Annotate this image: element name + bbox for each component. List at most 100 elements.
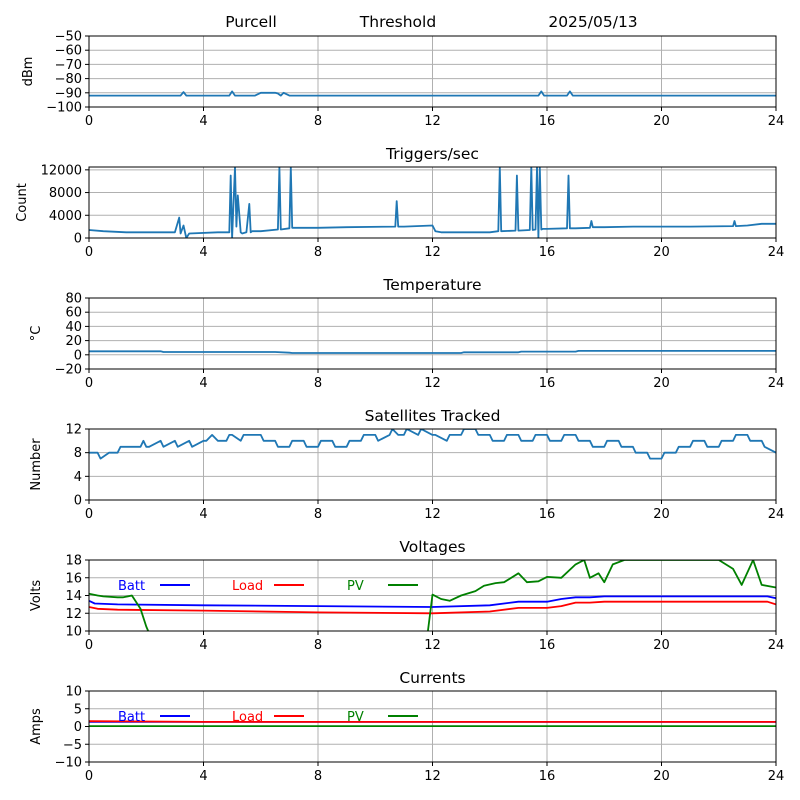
x-tick-label: 16	[539, 114, 556, 129]
x-tick-label: 4	[199, 245, 207, 260]
series-line-0	[89, 167, 776, 238]
panel-title: Satellites Tracked	[365, 407, 501, 425]
y-axis-label: Number	[29, 438, 44, 491]
x-tick-label: 8	[314, 245, 322, 260]
x-tick-label: 8	[314, 507, 322, 522]
x-tick-label: 20	[653, 245, 670, 260]
panel-title: Currents	[399, 669, 465, 687]
x-tick-label: 8	[314, 769, 322, 784]
y-tick-label: 14	[65, 589, 82, 604]
panel-1: 0 4 8 12 16 20 24 0 4000 8000 12000 Count Triggers/s…	[15, 145, 784, 260]
x-tick-label: 24	[768, 245, 785, 260]
header-date: 2025/05/13	[548, 13, 637, 31]
x-tick-label: 0	[85, 638, 93, 653]
y-tick-label: 4	[74, 470, 82, 485]
x-tick-label: 24	[768, 114, 785, 129]
y-tick-label: −100	[46, 101, 82, 116]
x-tick-label: 24	[768, 638, 785, 653]
panel-title: Temperature	[382, 276, 481, 294]
x-tick-label: 4	[199, 507, 207, 522]
legend-label-pv: PV	[347, 710, 364, 725]
y-tick-label: 60	[65, 306, 82, 321]
x-tick-label: 0	[85, 245, 93, 260]
x-tick-label: 12	[424, 769, 441, 784]
legend-label-load: Load	[232, 710, 263, 725]
series-line-0	[89, 90, 776, 97]
x-tick-label: 12	[424, 245, 441, 260]
legend-label-batt: Batt	[118, 710, 145, 725]
x-tick-label: 20	[653, 114, 670, 129]
x-tick-label: 0	[85, 769, 93, 784]
x-tick-label: 4	[199, 376, 207, 391]
x-tick-label: 20	[653, 376, 670, 391]
series-line-0	[89, 349, 776, 354]
y-tick-label: 10	[65, 685, 82, 700]
y-tick-label: 12000	[41, 163, 82, 178]
y-tick-label: 16	[65, 571, 82, 586]
x-tick-label: 0	[85, 114, 93, 129]
y-tick-label: 8000	[49, 186, 82, 201]
panel-4: 0 4 8 12 16 20 24 10 12 14 16 18 Volts Voltages Batt Lo…	[29, 538, 784, 653]
x-tick-label: 24	[768, 376, 785, 391]
y-tick-label: 12	[65, 607, 82, 622]
y-tick-label: 80	[65, 292, 82, 307]
y-tick-label: 40	[65, 320, 82, 335]
y-tick-label: 18	[65, 554, 82, 569]
y-tick-label: 20	[65, 334, 82, 349]
y-tick-label: 12	[65, 423, 82, 438]
x-tick-label: 16	[539, 376, 556, 391]
x-tick-label: 20	[653, 769, 670, 784]
series-line-pv	[89, 560, 776, 631]
y-tick-label: −20	[55, 363, 82, 378]
x-tick-label: 20	[653, 507, 670, 522]
y-tick-label: −70	[55, 58, 82, 73]
legend-label-pv: PV	[347, 579, 364, 594]
panel-title: Voltages	[399, 538, 465, 556]
y-tick-label: 4000	[49, 209, 82, 224]
header-label: Threshold	[359, 13, 436, 31]
y-tick-label: −90	[55, 86, 82, 101]
x-tick-label: 8	[314, 114, 322, 129]
x-tick-label: 4	[199, 638, 207, 653]
y-tick-label: −80	[55, 72, 82, 87]
y-tick-label: 8	[74, 446, 82, 461]
y-axis-label: dBm	[21, 57, 36, 87]
series-line-batt	[89, 595, 776, 608]
x-tick-label: 4	[199, 769, 207, 784]
x-tick-label: 4	[199, 114, 207, 129]
y-axis-label: °C	[29, 326, 44, 342]
y-tick-label: 0	[74, 348, 82, 363]
x-tick-label: 20	[653, 638, 670, 653]
x-tick-label: 0	[85, 376, 93, 391]
x-tick-label: 0	[85, 507, 93, 522]
x-tick-label: 16	[539, 507, 556, 522]
x-tick-label: 12	[424, 507, 441, 522]
legend-label-load: Load	[232, 579, 263, 594]
y-tick-label: 0	[74, 232, 82, 247]
x-tick-label: 16	[539, 245, 556, 260]
y-tick-label: −50	[55, 30, 82, 45]
panel-title: Triggers/sec	[385, 145, 479, 163]
panel-0: 0 4 8 12 16 20 24 −100−90−80−70−60−50 dBm	[21, 30, 784, 130]
x-tick-label: 24	[768, 769, 785, 784]
series-line-load	[89, 720, 776, 723]
y-axis-label: Amps	[29, 708, 44, 745]
y-axis-label: Volts	[29, 580, 44, 612]
series-line-load	[89, 600, 776, 615]
y-tick-label: 10	[65, 625, 82, 640]
y-tick-label: −5	[63, 738, 82, 753]
x-tick-label: 16	[539, 638, 556, 653]
y-tick-label: 5	[74, 702, 82, 717]
x-tick-label: 12	[424, 114, 441, 129]
x-tick-label: 12	[424, 376, 441, 391]
y-tick-label: −10	[55, 756, 82, 771]
x-tick-label: 8	[314, 638, 322, 653]
y-tick-label: 0	[74, 494, 82, 509]
series-line-0	[89, 429, 776, 460]
y-axis-label: Count	[15, 183, 30, 222]
x-tick-label: 16	[539, 769, 556, 784]
panel-5: 0 4 8 12 16 20 24 −10 −5 0 5 10 Amps Currents Batt Load…	[29, 669, 784, 784]
x-tick-label: 8	[314, 376, 322, 391]
